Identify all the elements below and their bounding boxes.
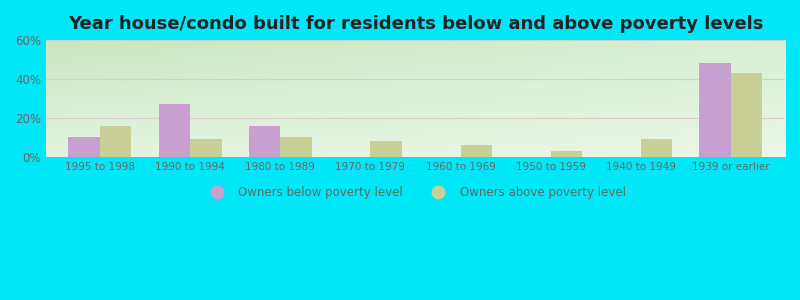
Bar (100, 126, 131, 157)
Bar (641, 140, 672, 157)
Bar (461, 145, 492, 157)
Bar (68, 137, 100, 157)
Bar (370, 141, 402, 157)
Bar (699, 64, 731, 157)
Bar (158, 104, 190, 157)
Bar (731, 73, 762, 157)
Title: Year house/condo built for residents below and above poverty levels: Year house/condo built for residents bel… (68, 15, 763, 33)
Bar (190, 140, 222, 157)
Legend: Owners below poverty level, Owners above poverty level: Owners below poverty level, Owners above… (201, 181, 630, 204)
Bar (280, 137, 312, 157)
Bar (550, 151, 582, 157)
Bar (249, 126, 280, 157)
